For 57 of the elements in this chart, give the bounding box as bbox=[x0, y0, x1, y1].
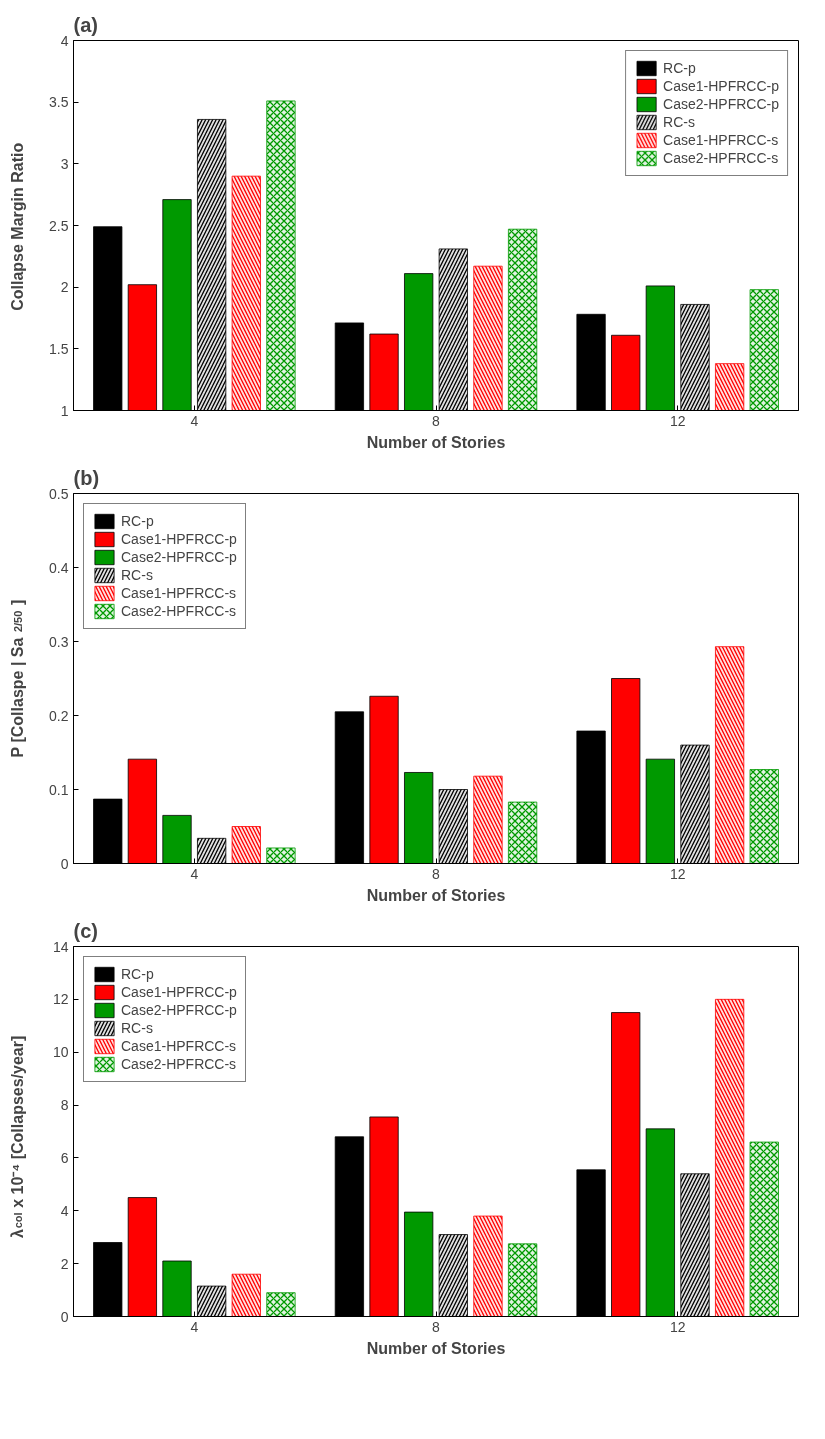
chart-title: (a) bbox=[73, 13, 98, 36]
legend-label: Case2-HPFRCC-s bbox=[663, 149, 779, 167]
y-tick-label: 0 bbox=[60, 1308, 69, 1325]
legend-label: RC-p bbox=[121, 965, 154, 983]
y-tick-label: 0.4 bbox=[49, 559, 69, 576]
y-tick-label: 4 bbox=[60, 1202, 69, 1219]
legend-label: Case1-HPFRCC-p bbox=[121, 983, 237, 1001]
y-tick-label: 8 bbox=[60, 1097, 69, 1114]
chart-title: (b) bbox=[73, 466, 100, 489]
y-tick-label: 6 bbox=[60, 1149, 69, 1166]
y-axis-title: Collapse Margin Ratio bbox=[9, 142, 27, 311]
y-tick-label: 0.1 bbox=[49, 781, 69, 798]
x-tick-label: 12 bbox=[669, 865, 686, 882]
y-tick-label: 2 bbox=[60, 1255, 69, 1272]
x-tick-label: 12 bbox=[669, 1318, 686, 1335]
legend-label: RC-s bbox=[121, 566, 153, 584]
x-tick-label: 8 bbox=[432, 1318, 441, 1335]
legend-label: Case2-HPFRCC-s bbox=[121, 602, 237, 620]
y-tick-label: 1.5 bbox=[49, 340, 69, 357]
legend-label: Case1-HPFRCC-p bbox=[663, 77, 779, 95]
y-tick-label: 10 bbox=[52, 1044, 69, 1061]
x-axis-title: Number of Stories bbox=[366, 433, 506, 451]
x-tick-label: 12 bbox=[669, 412, 686, 429]
y-tick-label: 0 bbox=[60, 855, 69, 872]
y-tick-label: 0.5 bbox=[49, 485, 69, 502]
legend-label: Case2-HPFRCC-p bbox=[121, 1001, 237, 1019]
legend-label: Case1-HPFRCC-s bbox=[121, 584, 237, 602]
y-tick-label: 0.2 bbox=[49, 707, 69, 724]
legend-label: RC-s bbox=[121, 1019, 153, 1037]
x-axis-title: Number of Stories bbox=[366, 886, 506, 904]
y-tick-label: 3.5 bbox=[49, 94, 69, 111]
legend-label: Case1-HPFRCC-s bbox=[663, 131, 779, 149]
x-tick-label: 4 bbox=[190, 1318, 199, 1335]
legend-label: RC-p bbox=[663, 59, 696, 77]
y-tick-label: 12 bbox=[52, 991, 69, 1008]
y-tick-label: 1 bbox=[60, 402, 69, 419]
y-axis-title: λcol x 10⁻⁴ [Collapses/year] bbox=[9, 1035, 27, 1239]
y-tick-label: 3 bbox=[60, 155, 69, 172]
y-tick-label: 14 bbox=[52, 938, 69, 955]
legend-label: RC-p bbox=[121, 512, 154, 530]
y-tick-label: 2 bbox=[60, 279, 69, 296]
x-tick-label: 8 bbox=[432, 412, 441, 429]
legend-label: Case2-HPFRCC-p bbox=[121, 548, 237, 566]
legend-label: Case2-HPFRCC-s bbox=[121, 1055, 237, 1073]
x-axis-title: Number of Stories bbox=[366, 1339, 506, 1357]
chart-title: (c) bbox=[73, 919, 98, 942]
y-tick-label: 4 bbox=[60, 32, 69, 49]
legend-label: RC-s bbox=[663, 113, 695, 131]
y-axis-title: P [Collaspe | Sa2/50] bbox=[9, 599, 27, 758]
y-tick-label: 0.3 bbox=[49, 633, 69, 650]
x-tick-label: 4 bbox=[190, 865, 199, 882]
legend-label: Case1-HPFRCC-p bbox=[121, 530, 237, 548]
y-tick-label: 2.5 bbox=[49, 217, 69, 234]
x-tick-label: 8 bbox=[432, 865, 441, 882]
legend-label: Case2-HPFRCC-p bbox=[663, 95, 779, 113]
x-tick-label: 4 bbox=[190, 412, 199, 429]
legend-label: Case1-HPFRCC-s bbox=[121, 1037, 237, 1055]
